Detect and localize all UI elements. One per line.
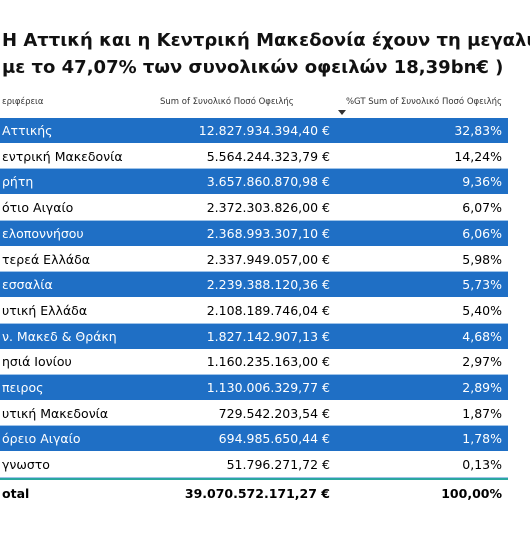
region-cell: ρήτη <box>2 174 34 190</box>
percent-cell: 14,24% <box>454 148 502 164</box>
amount-cell: 2.368.993.307,10 € <box>206 225 330 241</box>
percent-cell: 6,06% <box>462 225 502 241</box>
percent-cell: 4,68% <box>462 328 502 344</box>
region-cell: υτική Ελλάδα <box>2 302 88 318</box>
table-row[interactable]: όρειο Αιγαίο 694.985.650,44 € 1,78% <box>0 426 508 452</box>
table-row[interactable]: υτική Μακεδονία 729.542.203,54 € 1,87% <box>0 401 508 426</box>
percent-cell: 5,73% <box>462 277 502 293</box>
percent-cell: 2,89% <box>462 380 502 395</box>
percent-cell: 9,36% <box>462 174 502 190</box>
row-separator <box>0 271 508 273</box>
amount-cell: 2.108.189.746,04 € <box>206 302 330 318</box>
title-line: Η Αττική και η Κεντρική Μακεδονία έχουν … <box>2 30 530 51</box>
amount-cell: 2.372.303.826,00 € <box>206 200 330 216</box>
amount-cell: 39.070.572.171,27 € <box>184 485 330 501</box>
region-cell: ελοποννήσου <box>2 225 84 241</box>
amount-cell: 2.239.388.120,36 € <box>206 277 330 293</box>
region-cell: otal <box>2 485 30 501</box>
column-header[interactable]: εριφέρεια <box>2 97 44 107</box>
region-cell: Αττικής <box>2 123 53 138</box>
total-row: otal 39.070.572.171,27 € 100,00% <box>0 481 508 506</box>
amount-cell: 2.337.949.057,00 € <box>206 251 330 267</box>
amount-cell: 3.657.860.870,98 € <box>206 174 330 190</box>
sort-arrow <box>338 110 346 115</box>
amount-cell: 1.130.006.329,77 € <box>206 380 330 395</box>
region-cell: ν. Μακεδ & Θράκη <box>2 328 117 344</box>
table-row[interactable]: ότιο Αιγαίο 2.372.303.826,00 € 6,07% <box>0 195 508 220</box>
row-separator <box>0 219 508 221</box>
table-row[interactable]: ησιά Ιονίου 1.160.235.163,00 € 2,97% <box>0 349 508 374</box>
percent-cell: 1,78% <box>462 431 502 447</box>
table-row[interactable]: τερεά Ελλάδα 2.337.949.057,00 € 5,98% <box>0 247 508 272</box>
table-row[interactable]: ελοποννήσου 2.368.993.307,10 € 6,06% <box>0 220 508 246</box>
table-row[interactable]: υτική Ελλάδα 2.108.189.746,04 € 5,40% <box>0 298 508 323</box>
amount-cell: 694.985.650,44 € <box>218 431 330 447</box>
row-separator <box>0 425 508 427</box>
row-separator <box>0 322 508 324</box>
table-row[interactable]: εσσαλία 2.239.388.120,36 € 5,73% <box>0 272 508 298</box>
table-row[interactable]: ρήτη 3.657.860.870,98 € 9,36% <box>0 169 508 195</box>
percent-cell: 5,98% <box>462 251 502 267</box>
percent-cell: 100,00% <box>441 485 502 501</box>
percent-cell: 32,83% <box>454 123 502 138</box>
amount-cell: 5.564.244.323,79 € <box>206 148 330 164</box>
amount-cell: 12.827.934.394,40 € <box>198 123 330 138</box>
percent-cell: 6,07% <box>462 200 502 216</box>
total-separator <box>0 477 508 480</box>
percent-cell: 1,87% <box>462 405 502 421</box>
table-row[interactable]: πειρος 1.130.006.329,77 € 2,89% <box>0 375 508 400</box>
percent-cell: 0,13% <box>462 457 502 473</box>
region-cell: υτική Μακεδονία <box>2 405 109 421</box>
region-cell: ότιο Αιγαίο <box>2 200 74 216</box>
region-cell: γνωστο <box>2 457 50 473</box>
table-row[interactable]: γνωστο 51.796.271,72 € 0,13% <box>0 452 508 477</box>
table-row[interactable]: ν. Μακεδ & Θράκη 1.827.142.907,13 € 4,68% <box>0 323 508 349</box>
region-cell: εντρική Μακεδονία <box>2 148 123 164</box>
row-separator <box>0 168 508 170</box>
column-header[interactable]: Sum of Συνολικό Ποσό Οφειλής <box>160 97 294 107</box>
title-line: με το 47,07% των συνολικών οφειλών 18,39… <box>2 57 504 78</box>
table-row[interactable]: εντρική Μακεδονία 5.564.244.323,79 € 14,24… <box>0 144 508 169</box>
amount-cell: 51.796.271,72 € <box>226 457 330 473</box>
region-cell: τερεά Ελλάδα <box>2 251 91 267</box>
region-cell: όρειο Αιγαίο <box>2 431 81 447</box>
amount-cell: 1.160.235.163,00 € <box>206 354 330 370</box>
percent-cell: 2,97% <box>462 354 502 370</box>
region-cell: ησιά Ιονίου <box>2 354 72 370</box>
amount-cell: 1.827.142.907,13 € <box>206 328 330 344</box>
percent-cell: 5,40% <box>462 302 502 318</box>
column-header[interactable]: %GT Sum of Συνολικό Ποσό Οφειλής <box>345 97 502 107</box>
row-separator <box>0 476 508 478</box>
region-cell: πειρος <box>2 380 44 395</box>
table-row[interactable]: Αττικής 12.827.934.394,40 € 32,83% <box>0 118 508 143</box>
row-separator <box>0 374 508 375</box>
region-cell: εσσαλία <box>2 277 53 293</box>
amount-cell: 729.542.203,54 € <box>218 405 330 421</box>
